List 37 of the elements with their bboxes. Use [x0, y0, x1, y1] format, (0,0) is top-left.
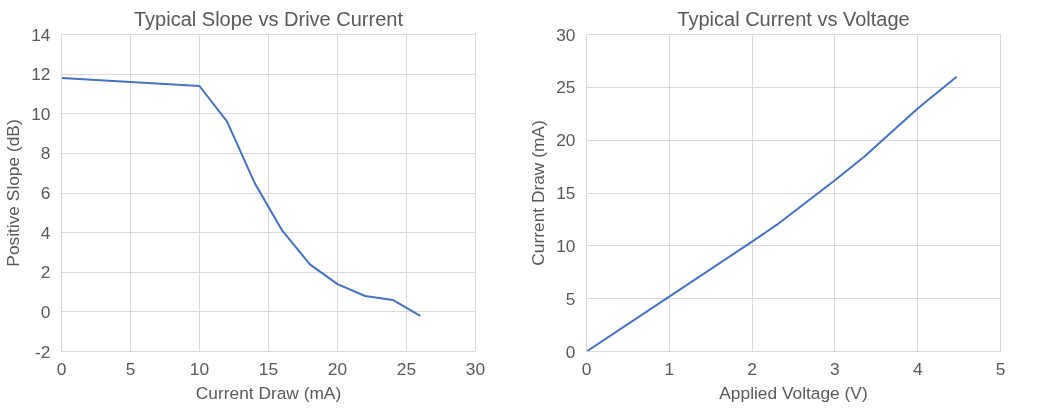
x-tick-label: 0	[56, 358, 67, 379]
x-tick-label: 3	[830, 358, 840, 379]
y-tick-label: 14	[31, 24, 51, 45]
y-tick-label: 5	[565, 288, 576, 309]
x-tick-label: 5	[995, 358, 1006, 379]
y-tick-label: 4	[40, 222, 51, 243]
x-tick-label: 1	[664, 358, 675, 379]
x-axis-title: Applied Voltage (V)	[719, 382, 868, 403]
y-tick-label: 30	[556, 24, 576, 45]
y-tick-label: 10	[556, 235, 576, 256]
chart-title: Typical Slope vs Drive Current	[134, 7, 404, 30]
y-tick-label: 25	[556, 77, 576, 98]
y-tick-label: 0	[565, 341, 576, 362]
x-tick-label: 25	[396, 358, 417, 379]
y-tick-label: 20	[556, 130, 576, 151]
chart-title: Typical Current vs Voltage	[677, 7, 910, 30]
line-series	[586, 75, 958, 352]
y-tick-label: 12	[31, 64, 51, 85]
y-tick-label: 15	[556, 183, 576, 203]
y-axis-title: Positive Slope (dB)	[3, 119, 24, 267]
x-tick-label: 0	[581, 358, 592, 379]
x-tick-label: 2	[747, 358, 757, 379]
y-tick-label: 6	[40, 183, 51, 203]
y-tick-label: 10	[31, 103, 51, 124]
x-tick-label: 20	[327, 358, 348, 379]
x-tick-label: 4	[912, 358, 923, 379]
x-tick-label: 15	[258, 358, 279, 379]
y-tick-label: 0	[40, 301, 51, 322]
y-tick-label: 8	[40, 143, 51, 164]
y-tick-label: -2	[35, 341, 51, 362]
y-axis-title: Current Draw (mA)	[528, 120, 549, 266]
x-tick-label: 10	[189, 358, 210, 379]
x-tick-label: 5	[125, 358, 136, 379]
y-tick-label: 2	[40, 262, 51, 283]
x-tick-label: 30	[465, 358, 486, 379]
x-axis-title: Current Draw (mA)	[195, 382, 342, 403]
line-series	[61, 77, 422, 317]
